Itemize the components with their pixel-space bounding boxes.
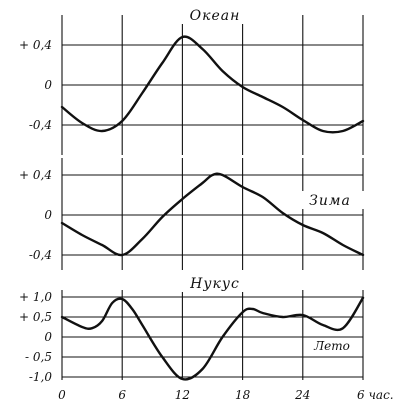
title-background [179,274,251,292]
data-curve [60,35,365,134]
data-curve [60,296,365,381]
x-tick-label: 6 час. [357,388,394,402]
annotation-label: Лето [313,339,350,353]
chart-panel: + 1,0 + 0,5 0 - 0,5 -1,0 Нукус Лето 0 6 12 18 24 6 ч… [19,274,394,402]
y-tick-label: + 1,0 [19,290,52,304]
chart-panel: + 0,4 0 -0,4 Океан [19,6,365,155]
y-tick-label: + 0,5 [19,310,52,324]
y-tick-label: 0 [44,330,52,344]
y-tick-label: -1,0 [29,370,53,384]
chart-panel: + 0,4 0 -0,4 Зима [19,158,366,270]
title-background [179,6,251,24]
panel-title: Океан [190,8,241,24]
y-tick-label: 0 [44,208,52,222]
x-tick-label: 24 [294,388,310,402]
x-tick-label: 18 [235,388,251,402]
y-tick-label: - 0,5 [25,350,52,364]
y-tick-label: -0,4 [29,118,52,132]
annotation-background [310,338,354,354]
x-tick-label: 12 [175,388,190,402]
data-curve [60,172,365,257]
title-background [294,191,366,209]
y-tick-label: + 0,4 [19,168,52,182]
panel-title: Зима [309,193,351,209]
y-tick-label: + 0,4 [19,38,52,52]
y-tick-label: -0,4 [29,248,52,262]
y-tick-label: 0 [44,78,52,92]
x-tick-label: 0 [58,388,66,402]
x-tick-label: 6 [118,388,126,402]
panel-title: Нукус [189,276,240,292]
